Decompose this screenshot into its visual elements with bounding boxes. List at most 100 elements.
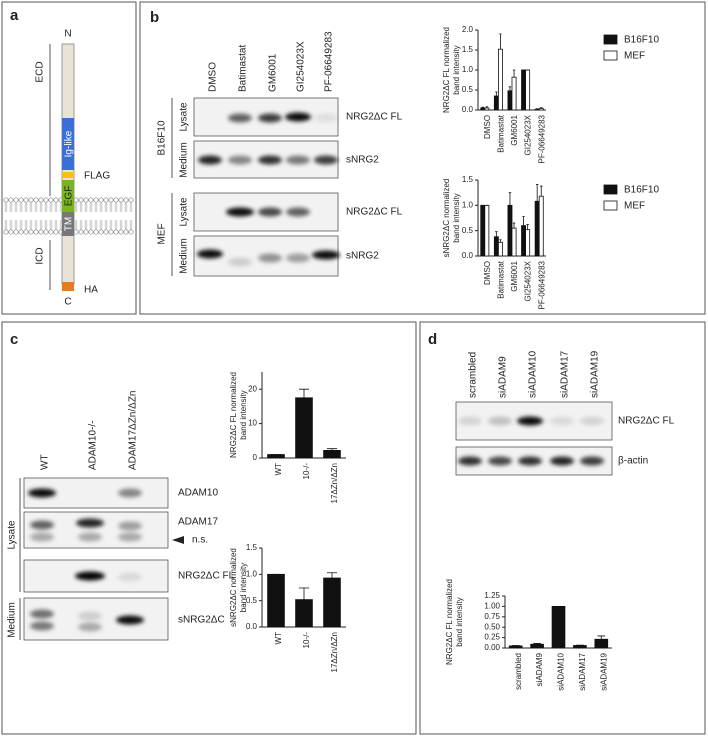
band [198,155,222,165]
bar [267,454,285,459]
error-bar [512,69,516,78]
error-bar [522,216,525,226]
lipid-head [108,229,114,235]
lane-label: siADAM17 [560,350,571,398]
band [118,572,142,582]
lipid-head [23,229,29,235]
band [517,416,543,426]
c-terminus: C [64,297,71,308]
lipid-head [38,229,44,235]
arrowhead [172,536,184,544]
panel-label: c [10,331,18,348]
y-axis-label: NRG2ΔC FL normalized [442,27,451,113]
legend-label: B16F10 [624,185,659,196]
band [286,155,310,165]
lipid-head [18,197,24,203]
x-tick-label: 17ΔZn/ΔZn [330,463,339,503]
lipid-head [23,197,29,203]
lipid-head [43,229,49,235]
bar [480,204,486,257]
lipid-head [33,229,39,235]
x-tick-label: Batimastat [497,260,506,299]
blot [23,511,169,549]
band [286,253,310,263]
group-label: B16F10 [157,120,168,155]
flag-label: FLAG [84,171,110,182]
lipid-head [103,197,109,203]
bar [507,204,513,257]
x-tick-label: siADAM17 [578,652,587,690]
lipid-head [128,229,134,235]
lane-label: PF-06649283 [324,31,335,92]
x-tick-label: GI254023X [524,260,533,301]
lipid-head [78,229,84,235]
panel-frame [1,321,417,735]
bar [480,107,486,111]
band-label: sNRG2 [346,155,379,166]
y-axis-label: NRG2ΔC FL normalized [445,579,454,665]
lane-label: ADAM17ΔZn/ΔZn [128,391,139,471]
bar [511,227,517,257]
y-tick-label: 0.50 [484,622,500,631]
x-tick-label: GM6001 [510,260,519,291]
legend-swatch [603,200,618,211]
bar [538,195,544,257]
bar [295,397,313,459]
y-axis-label: band intensity [239,563,248,612]
x-tick-label: DMSO [483,115,492,139]
lipid-head [113,197,119,203]
band-label: n.s. [192,535,208,546]
band [550,456,574,466]
bar [534,108,540,111]
band [258,253,282,263]
band-label: sNRG2ΔC [178,615,225,626]
error-bar [526,224,529,230]
band-label: NRG2ΔC FL [178,571,235,582]
bar [573,645,587,649]
lipid-head [28,229,34,235]
band [30,520,54,530]
n-terminus: N [64,29,71,40]
lane-label: scrambled [468,352,479,398]
lipid-head [3,197,9,203]
lipid-head [98,229,104,235]
row-label: Medium [179,238,190,274]
x-tick-label: scrambled [514,653,523,690]
error-bar [326,448,338,451]
lipid-head [83,229,89,235]
x-tick-label: WT [274,632,283,645]
lipid-head [98,197,104,203]
lipid-head [38,197,44,203]
lipid-head [93,197,99,203]
band [78,611,102,621]
bar [521,69,527,111]
error-bar [499,239,502,243]
bar [511,76,517,111]
y-tick-label: 1.0 [246,569,258,578]
lane-label: DMSO [208,62,219,92]
error-bar [540,107,543,109]
lipid-head [93,229,99,235]
y-tick-label: 0.75 [484,612,500,621]
lane-label: GM6001 [268,53,279,92]
lipid-head [48,229,54,235]
y-tick-label: 1.0 [462,200,474,209]
bar [295,599,313,628]
bar [507,90,513,111]
band [197,249,223,259]
band [30,609,54,619]
lipid-head [43,197,49,203]
error-bar [535,184,539,202]
panel-label: a [10,7,19,24]
y-axis-label: sNRG2ΔC normalized [442,179,451,258]
error-bar [481,106,484,108]
band [258,207,282,217]
band [518,456,542,466]
bar [508,645,523,649]
egf-domain [62,180,74,212]
legend-swatch [603,34,618,45]
error-bar [485,106,489,108]
lipid-head [48,197,54,203]
legend-label: MEF [624,201,645,212]
